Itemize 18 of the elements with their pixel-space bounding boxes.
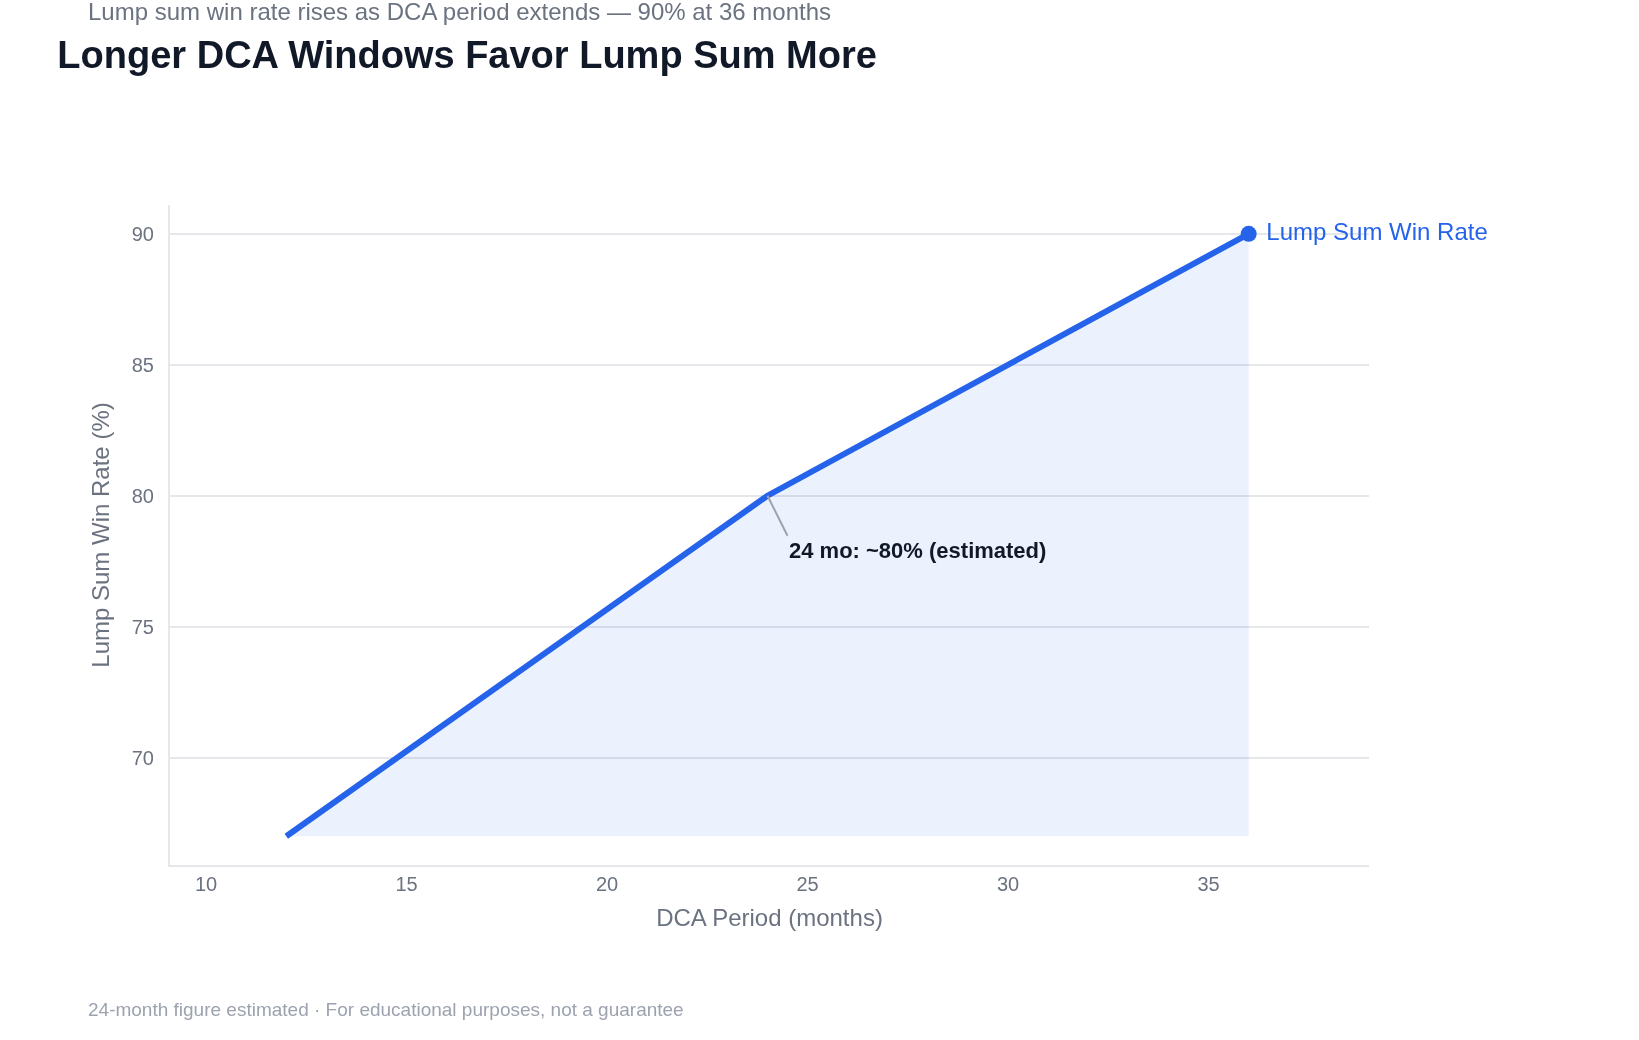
y-axis-title: Lump Sum Win Rate (%) xyxy=(87,402,115,668)
y-tick-label: 70 xyxy=(131,746,154,769)
x-tick-label: 30 xyxy=(996,873,1020,895)
chart-title: Longer DCA Windows Favor Lump Sum More xyxy=(57,34,877,77)
x-tick-label: 25 xyxy=(796,873,819,895)
text: 24-month figure estimated · For educational purposes, not a guarantee xyxy=(88,999,684,1020)
y-tick-label: 90 xyxy=(131,222,154,245)
x-tick-label: 20 xyxy=(595,873,619,895)
x-tick-label: 15 xyxy=(395,873,418,895)
annotation: 24 mo: ~80% (estimated) xyxy=(789,538,1047,563)
chart-subtitle: Lump sum win rate rises as DCA period extends — 90% at 36 months xyxy=(88,0,832,25)
series-label: Lump Sum Win Rate xyxy=(1259,217,1488,245)
y-tick-label: 85 xyxy=(131,353,154,376)
x-axis-title: DCA Period (months) xyxy=(656,903,883,931)
y-tick-label: 75 xyxy=(131,615,154,638)
x-tick-label: 35 xyxy=(1197,873,1220,895)
x-tick-label: 10 xyxy=(194,873,218,895)
y-tick-label: 80 xyxy=(131,484,154,507)
